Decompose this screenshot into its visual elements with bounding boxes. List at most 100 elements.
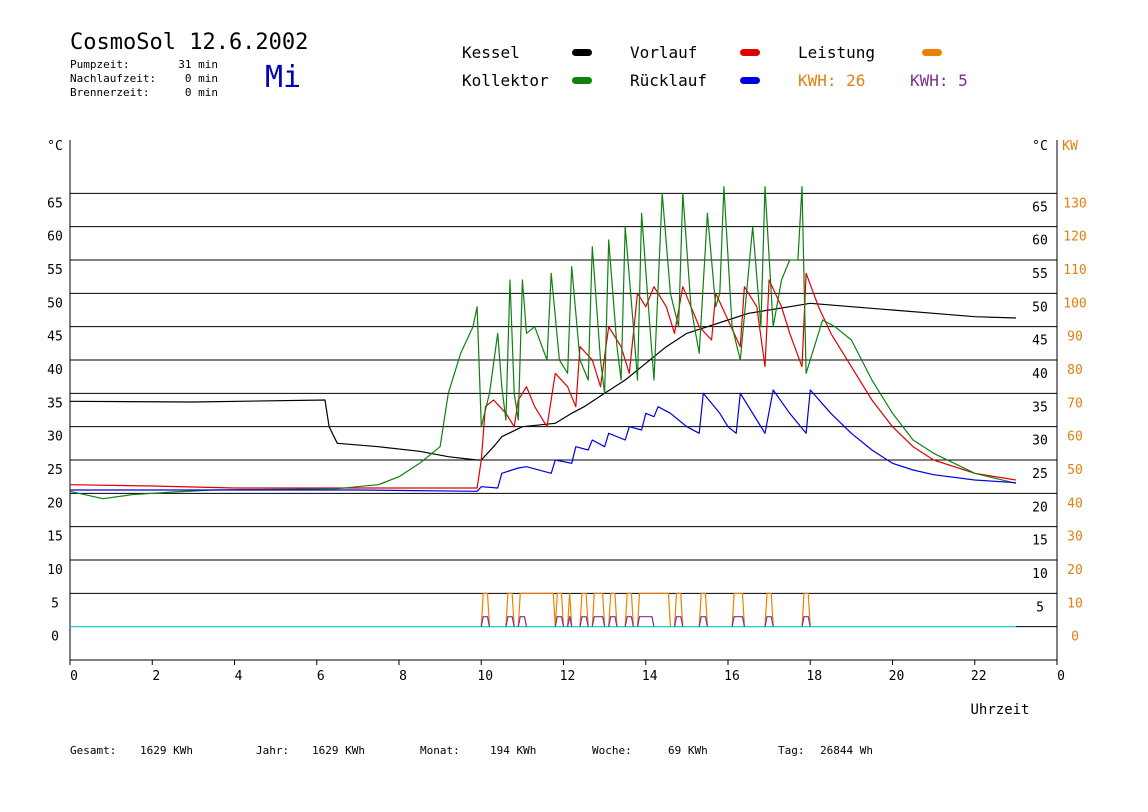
- power-pulse-0: [608, 592, 618, 627]
- footer-label: Tag:: [778, 744, 805, 757]
- footer-value: 1629 KWh: [140, 744, 193, 757]
- power-pulse-1: [567, 616, 573, 627]
- y-right-power-tick-label: 120: [1063, 230, 1086, 245]
- x-tick-label: 8: [399, 669, 407, 684]
- x-tick-label: 0: [1057, 669, 1065, 684]
- y-right-power-tick-label: 100: [1063, 296, 1086, 311]
- power-pulse-1: [554, 616, 565, 627]
- legend-label-leistung: Leistung: [798, 43, 876, 62]
- power-pulse-0: [579, 592, 589, 627]
- power-pulse-0: [731, 592, 746, 627]
- y-left-tick-label: 0: [51, 630, 59, 645]
- y-left-tick-label: 45: [47, 330, 63, 345]
- power-pulse-0: [505, 592, 515, 627]
- stat-value: 31 min: [178, 58, 218, 71]
- y-right-power-tick-label: 50: [1067, 463, 1083, 478]
- power-pulse-0: [673, 592, 684, 627]
- y-right-power-unit: KW: [1062, 139, 1078, 154]
- x-tick-label: 22: [971, 669, 987, 684]
- chart-title: CosmoSol 12.6.2002: [70, 30, 309, 55]
- series-line-vorlauf: [69, 272, 1016, 489]
- y-left-tick-label: 35: [47, 396, 63, 411]
- legend-label-vorlauf: Vorlauf: [630, 43, 698, 62]
- y-left-tick-label: 25: [47, 463, 63, 478]
- y-right-temp-tick-label: 35: [1032, 400, 1048, 415]
- legend-label-kollektor: Kollektor: [462, 71, 549, 90]
- y-left-tick-label: 55: [47, 263, 63, 278]
- y-right-temp-tick-label: 15: [1032, 534, 1048, 549]
- power-pulse-0: [624, 592, 635, 627]
- x-tick-label: 0: [70, 669, 78, 684]
- y-right-temp-tick-label: 40: [1032, 367, 1048, 382]
- power-pulse-0: [480, 592, 491, 627]
- power-pulse-1: [591, 616, 606, 627]
- axes: [69, 140, 1058, 665]
- x-tick-label: 4: [235, 669, 243, 684]
- power-pulse-0: [517, 592, 556, 627]
- y-right-power-tick-label: 70: [1067, 396, 1083, 411]
- legend-label-kessel: Kessel: [462, 43, 520, 62]
- y-right-temp-tick-label: 55: [1032, 267, 1048, 282]
- y-left-tick-label: 65: [47, 196, 63, 211]
- stat-label: Brennerzeit:: [70, 86, 150, 99]
- series-line-rücklauf: [70, 389, 1016, 492]
- footer-value: 26844 Wh: [820, 744, 873, 757]
- stat-value: 0 min: [184, 86, 218, 99]
- power-pulse-0: [567, 592, 573, 627]
- y-left-tick-label: 10: [47, 563, 63, 578]
- stat-label: Nachlaufzeit:: [70, 72, 157, 85]
- y-left-tick-label: 30: [47, 430, 63, 445]
- y-left-tick-label: 5: [51, 596, 59, 611]
- y-right-temp-unit: °C: [1032, 139, 1048, 154]
- legend-swatch-ruecklauf: [740, 77, 760, 84]
- x-axis-label: Uhrzeit: [970, 702, 1029, 718]
- y-right-temp-tick-label: 60: [1032, 234, 1048, 249]
- stat-label: Pumpzeit:: [70, 58, 130, 71]
- y-right-power-tick-label: 30: [1067, 530, 1083, 545]
- y-left-unit: °C: [47, 139, 63, 154]
- x-tick-label: 10: [477, 669, 493, 684]
- y-right-temp-tick-label: 5: [1036, 600, 1044, 615]
- power-pulse-1: [517, 616, 528, 627]
- y-left-tick-label: 50: [47, 296, 63, 311]
- x-tick-label: 14: [642, 669, 658, 684]
- footer-value: 194 KWh: [490, 744, 537, 757]
- y-right-power-tick-label: 60: [1067, 430, 1083, 445]
- x-tick-label: 12: [560, 669, 576, 684]
- tick-labels: 0 2 4 6 8 10 12 14 16 18 20 22 0 Uhrzeit 0 5 10 15 20 25 30 3…: [47, 139, 1087, 718]
- x-tick-label: 2: [152, 669, 160, 684]
- x-tick-label: 16: [724, 669, 740, 684]
- power-pulse-1: [673, 616, 684, 627]
- power-pulse-1: [801, 616, 811, 627]
- grid-lines: [70, 192, 1057, 594]
- power-pulse-0: [554, 592, 565, 627]
- y-right-power-tick-label: 80: [1067, 363, 1083, 378]
- y-right-temp-tick-label: 30: [1032, 434, 1048, 449]
- legend-swatch-leistung: [922, 49, 942, 56]
- footer-value: 69 KWh: [668, 744, 708, 757]
- weekday-label: Mi: [265, 60, 302, 95]
- y-right-power-tick-label: 90: [1067, 330, 1083, 345]
- power-pulse-0: [698, 592, 709, 627]
- footer-value: 1629 KWh: [312, 744, 365, 757]
- power-pulse-1: [698, 616, 709, 627]
- power-pulse-1: [480, 616, 491, 627]
- kwh-total-secondary: KWH: 5: [910, 71, 968, 90]
- y-left-tick-label: 20: [47, 496, 63, 511]
- power-pulse-0: [801, 592, 811, 627]
- power-pulse-1: [636, 616, 655, 627]
- y-right-temp-tick-label: 10: [1032, 567, 1048, 582]
- y-right-power-tick-label: 10: [1067, 596, 1083, 611]
- y-left-tick-label: 60: [47, 230, 63, 245]
- y-right-power-tick-label: 110: [1063, 263, 1086, 278]
- y-right-power-tick-label: 0: [1071, 630, 1079, 645]
- legend-swatch-kessel: [572, 49, 592, 56]
- series-line-kessel: [69, 302, 1016, 461]
- power-pulse-0: [591, 592, 606, 627]
- legend-swatch-vorlauf: [740, 49, 760, 56]
- kwh-total-leistung: KWH: 26: [798, 71, 866, 90]
- power-pulse-1: [624, 616, 635, 627]
- y-right-power-tick-label: 40: [1067, 496, 1083, 511]
- power-pulse-1: [505, 616, 515, 627]
